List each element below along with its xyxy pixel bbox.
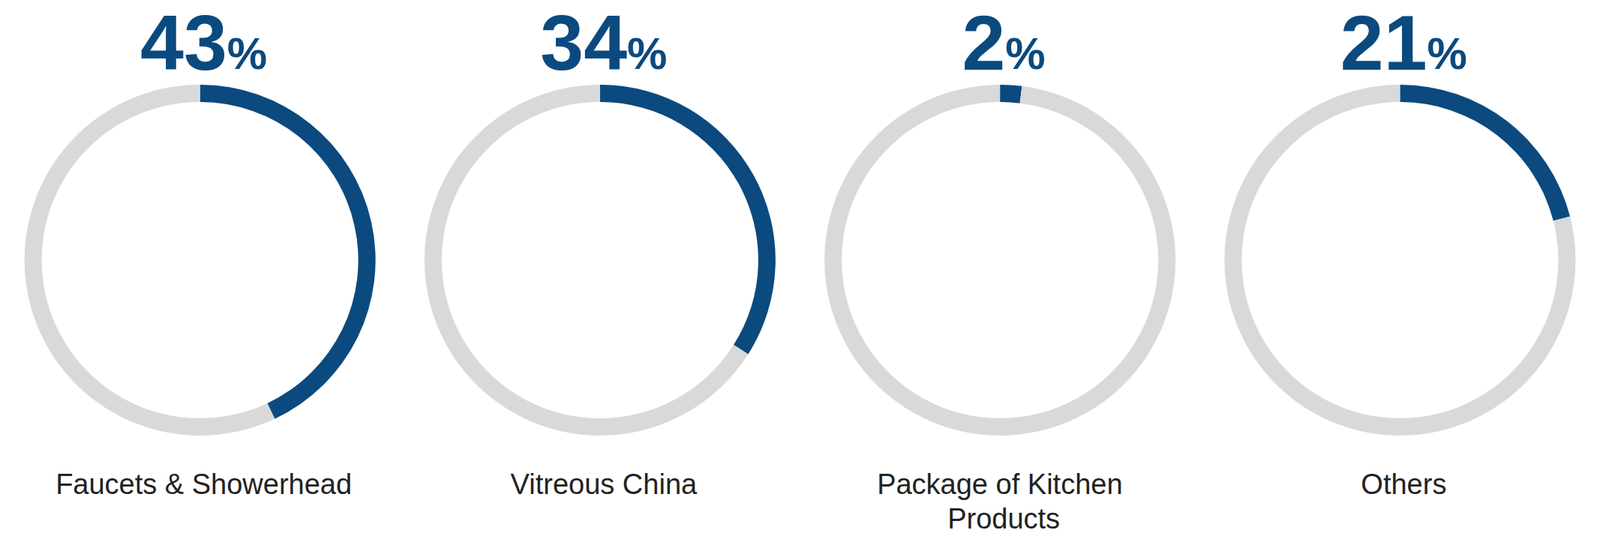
svg-text:21: 21 xyxy=(1340,0,1428,87)
svg-text:Others: Others xyxy=(1360,468,1447,501)
svg-text:%: % xyxy=(227,28,268,79)
svg-text:Products: Products xyxy=(947,503,1060,535)
svg-text:Package of Kitchen: Package of Kitchen xyxy=(876,468,1131,501)
svg-text:43: 43 xyxy=(140,0,228,87)
svg-text:2: 2 xyxy=(962,0,1006,87)
svg-text:34: 34 xyxy=(540,0,628,87)
svg-text:Faucets & Showerhead: Faucets & Showerhead xyxy=(55,468,352,501)
svg-text:Vitreous China: Vitreous China xyxy=(510,468,698,501)
svg-text:%: % xyxy=(1427,28,1468,79)
svg-text:%: % xyxy=(1005,28,1045,79)
svg-text:%: % xyxy=(627,28,667,79)
